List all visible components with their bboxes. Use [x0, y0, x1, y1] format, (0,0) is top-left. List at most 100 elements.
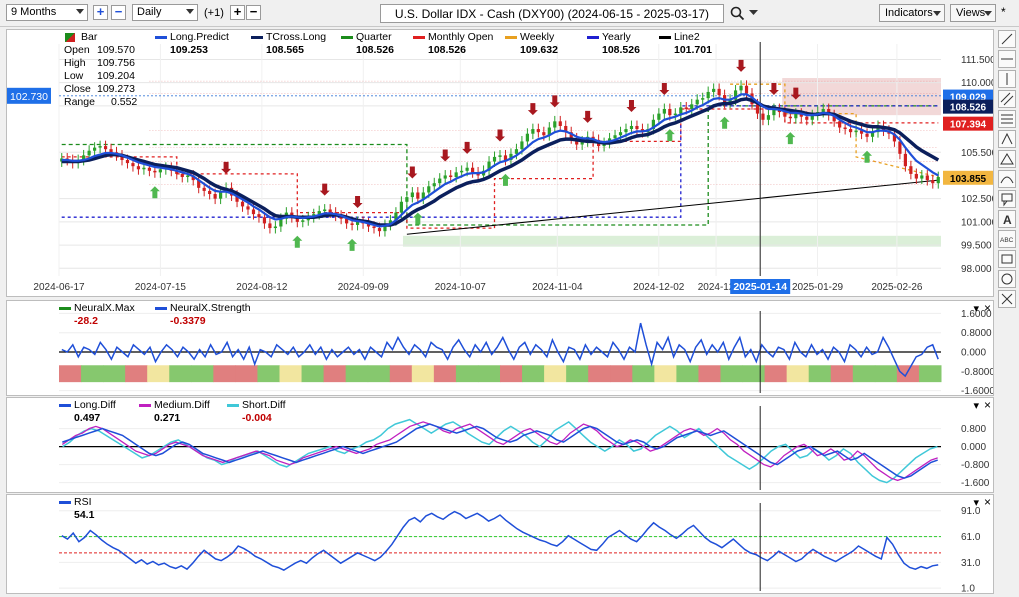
- candle-body: [629, 125, 634, 130]
- candle-body: [98, 146, 102, 148]
- line-tool-icon[interactable]: [998, 30, 1016, 48]
- candle-body: [208, 190, 212, 195]
- candle-body: [136, 166, 141, 170]
- sell-arrow-icon: [790, 87, 801, 100]
- erase-tool-icon[interactable]: [998, 290, 1016, 308]
- legend-swatch: [227, 404, 239, 407]
- candle-body: [564, 125, 568, 133]
- crosshair-price-label: 102.730: [10, 91, 48, 103]
- legend-swatch: [505, 36, 517, 39]
- close-icon[interactable]: ×: [983, 495, 991, 509]
- price-tag: [943, 116, 993, 131]
- candle-body: [180, 173, 184, 178]
- legend-series-name: Monthly Open: [428, 31, 494, 43]
- strength-bar: [213, 365, 236, 383]
- price-lines: [61, 93, 940, 228]
- candle-body: [498, 155, 502, 157]
- neuralx-panel[interactable]: 1.6000 0.8000 0.000 -0.8000 -1.6000 NeuralX.…: [6, 300, 994, 396]
- candle-body: [438, 178, 442, 184]
- close-icon[interactable]: ×: [983, 301, 991, 315]
- legend-series-name: TCross.Long: [266, 31, 327, 43]
- strength-bar: [764, 365, 788, 383]
- strength-bar: [59, 365, 82, 383]
- sell-arrow-icon: [736, 59, 747, 72]
- price-panel[interactable]: 111.500110.000108.500105.500102.500101.0…: [6, 29, 994, 297]
- offset-plus-button[interactable]: +: [230, 5, 245, 20]
- candle-body: [153, 170, 157, 173]
- pitchfork-tool-icon[interactable]: [998, 130, 1016, 148]
- close-icon[interactable]: ×: [983, 398, 991, 412]
- candle-body: [509, 153, 513, 160]
- candle-body: [761, 113, 765, 120]
- fib-tool-icon[interactable]: [998, 110, 1016, 128]
- zoom-in-button[interactable]: +: [93, 5, 108, 20]
- candle-body: [859, 130, 864, 134]
- panel-collapse-icon[interactable]: ▾: [973, 303, 979, 315]
- strength-bar: [896, 365, 920, 383]
- strength-bar: [345, 365, 369, 383]
- sell-arrow-icon: [549, 95, 560, 108]
- candle-body: [838, 121, 842, 128]
- x-tick-label: 2024-12: [698, 282, 735, 293]
- channel-tool-icon[interactable]: [998, 90, 1016, 108]
- ellipse-tool-icon[interactable]: [998, 270, 1016, 288]
- rectangle-tool-icon[interactable]: [998, 250, 1016, 268]
- y-tick-label: 0.800: [961, 424, 986, 435]
- svg-text:A: A: [1003, 213, 1012, 227]
- abc-tool-icon[interactable]: ABC: [998, 230, 1016, 248]
- indicators-button[interactable]: Indicators: [879, 4, 945, 22]
- views-button-label: Views: [956, 7, 986, 19]
- vline-tool-icon[interactable]: [998, 70, 1016, 88]
- triangle-tool-icon[interactable]: [998, 150, 1016, 168]
- candle-body: [460, 170, 464, 173]
- diff-panel[interactable]: 0.800 0.000 -0.800 -1.600 Long.Diff 0.497 Med…: [6, 397, 994, 493]
- panel-collapse-icon[interactable]: ▾: [973, 400, 979, 412]
- strength-bar: [632, 365, 655, 383]
- candle-body: [147, 167, 151, 171]
- zoom-out-button[interactable]: −: [111, 5, 126, 20]
- chevron-down-icon[interactable]: [749, 10, 758, 16]
- views-button[interactable]: Views: [950, 4, 996, 22]
- panel-collapse-icon[interactable]: ▾: [973, 497, 979, 509]
- y-tick-label: -1.600: [961, 478, 990, 489]
- pin-icon[interactable]: *: [1001, 5, 1006, 19]
- sell-arrow-icon: [407, 166, 418, 179]
- sell-arrow-icon: [319, 183, 330, 196]
- candle-body: [668, 108, 672, 116]
- candle-body: [914, 173, 918, 179]
- legend-series-name: Long.Diff: [74, 399, 116, 411]
- diff-chart[interactable]: 0.800 0.000 -0.800 -1.600: [7, 398, 993, 492]
- x-tick-label: 2024-11-04: [532, 282, 583, 293]
- neuralx-chart[interactable]: 1.6000 0.8000 0.000 -0.8000 -1.6000: [7, 301, 993, 395]
- arc-tool-icon[interactable]: [998, 170, 1016, 188]
- rsi-panel[interactable]: 91.0 61.0 31.0 1.0 RSI 54.1 ▾ ×: [6, 494, 994, 594]
- candle-body: [613, 135, 617, 139]
- legend-series-name: Yearly: [602, 31, 631, 43]
- legend-close-label: Close: [64, 83, 91, 95]
- search-icon[interactable]: [730, 6, 745, 21]
- symbol-title[interactable]: U.S. Dollar IDX - Cash (DXY00) (2024-06-…: [380, 4, 724, 23]
- hline-tool-icon[interactable]: [998, 50, 1016, 68]
- price-tag: [943, 170, 993, 185]
- candle-body: [717, 88, 721, 96]
- candle-body: [898, 141, 902, 154]
- y-tick-label: 110.000: [961, 78, 993, 89]
- x-tick-label: 2025-02-26: [871, 282, 923, 293]
- period-select[interactable]: 9 Months: [6, 4, 88, 21]
- buy-arrow-icon: [862, 150, 873, 163]
- rsi-chart[interactable]: 91.0 61.0 31.0 1.0: [7, 495, 993, 593]
- legend-series-name: NeuralX.Strength: [170, 302, 251, 314]
- chevron-down-icon: [933, 11, 941, 16]
- offset-minus-button[interactable]: −: [246, 5, 261, 20]
- price-chart[interactable]: 111.500110.000108.500105.500102.500101.0…: [7, 30, 993, 296]
- candle-body: [635, 125, 639, 130]
- x-tick-label: 2024-10-07: [435, 282, 487, 293]
- legend-swatch: [413, 36, 425, 39]
- candle-body: [553, 121, 557, 128]
- text-tool-icon[interactable]: A: [998, 210, 1016, 228]
- y-tick-label: 0.000: [961, 442, 986, 453]
- candle-body: [909, 166, 913, 174]
- callout-tool-icon[interactable]: [998, 190, 1016, 208]
- interval-select[interactable]: Daily: [132, 4, 198, 21]
- candle-body: [443, 175, 447, 179]
